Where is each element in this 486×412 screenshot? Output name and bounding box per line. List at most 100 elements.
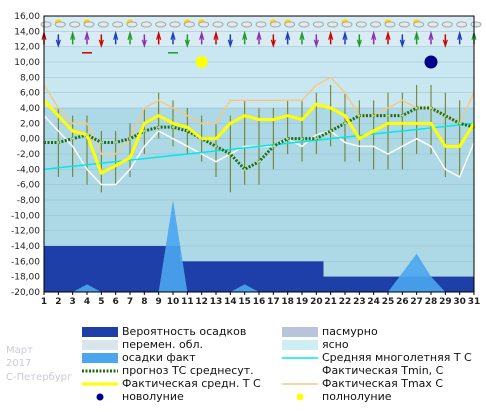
y-tick-label: -12,00 — [11, 227, 40, 237]
wind-arrowhead-icon — [328, 30, 334, 40]
cloud-icon — [413, 21, 425, 28]
x-tick-label: 14 — [224, 297, 237, 307]
legend-swatch — [296, 393, 304, 401]
wind-arrowhead-icon — [184, 39, 190, 48]
cloud-icon — [97, 21, 109, 28]
series-line — [42, 99, 476, 175]
wind-arrowhead-icon — [227, 39, 233, 48]
x-tick-label: 25 — [382, 297, 395, 307]
x-tick-label: 26 — [396, 297, 409, 307]
wind-arrowhead-icon — [170, 30, 176, 40]
x-tick-label: 19 — [296, 297, 309, 307]
cloud-icon — [169, 21, 181, 28]
wind-arrowhead-icon — [199, 30, 205, 40]
wind-arrowhead-icon — [399, 39, 405, 48]
cloud-icon — [40, 21, 52, 28]
series-line — [43, 122, 475, 171]
precip-fact-area — [44, 200, 474, 292]
month-label: Март — [6, 345, 33, 356]
wind-arrowhead-icon — [414, 30, 420, 40]
x-tick-label: 27 — [410, 297, 423, 307]
x-tick-label: 5 — [98, 297, 104, 307]
x-tick-label: 30 — [453, 297, 466, 307]
forecast-point — [300, 137, 304, 140]
forecast-point — [415, 106, 418, 110]
y-tick-label: 16,00 — [14, 12, 40, 22]
y-tick-label: 4,00 — [20, 104, 40, 114]
x-tick-label: 20 — [310, 297, 323, 307]
wind-arrowhead-icon — [55, 39, 61, 48]
cloud-icon — [241, 21, 253, 28]
forecast-point — [71, 137, 74, 140]
forecast-point — [157, 125, 160, 129]
y-tick-label: -10,00 — [11, 211, 40, 221]
cloud-icon — [54, 21, 66, 28]
forecast-point — [143, 129, 146, 133]
forecast-point — [272, 145, 275, 148]
y-tick-label: 6,00 — [20, 89, 40, 99]
y-tick-label: 8,00 — [20, 73, 40, 83]
legend-label: полнолуние — [322, 390, 392, 403]
wind-arrowhead-icon — [342, 30, 348, 40]
legend-label: Средняя многолетняя Т С — [322, 351, 472, 364]
forecast-point — [358, 114, 361, 117]
x-tick-label: 28 — [425, 297, 438, 307]
legend-label: новолуние — [122, 390, 184, 403]
cloud-icon — [69, 21, 81, 28]
x-tick-label: 2 — [55, 297, 61, 307]
legend-label: прогноз ТС среднесут. — [122, 364, 254, 377]
wind-arrowhead-icon — [84, 30, 90, 40]
legend-label: Фактическая Tmax С — [322, 377, 444, 390]
cloud-icon — [298, 21, 310, 28]
legend-label: Фактическая средн. Т С — [122, 377, 261, 390]
cloud-icon — [83, 21, 95, 28]
forecast-point — [57, 141, 60, 144]
wind-arrowhead-icon — [127, 30, 133, 40]
wind-arrowhead-icon — [256, 30, 262, 40]
x-tick-label: 1 — [41, 297, 47, 307]
x-tick-label: 6 — [113, 297, 119, 307]
y-tick-label: -4,00 — [17, 165, 41, 175]
legend-swatch — [82, 353, 118, 363]
cloud-icon — [355, 21, 367, 28]
forecast-point — [186, 129, 189, 133]
forecast-point — [229, 152, 232, 156]
x-tick-label: 9 — [156, 297, 162, 307]
x-tick-label: 10 — [167, 297, 180, 307]
wind-arrowhead-icon — [70, 30, 76, 40]
x-tick-label: 17 — [267, 297, 280, 307]
legend-label: пасмурно — [322, 325, 378, 338]
forecast-point — [429, 106, 433, 110]
cloud-icon — [126, 21, 138, 28]
series-line — [43, 76, 475, 155]
x-tick-label: 22 — [339, 297, 352, 307]
y-tick-label: -14,00 — [11, 242, 40, 252]
x-tick-label: 12 — [195, 297, 208, 307]
forecast-point — [401, 114, 404, 117]
forecast-point — [315, 137, 318, 140]
legend-swatch — [282, 340, 318, 350]
y-tick-label: 12,00 — [14, 43, 40, 53]
cloud-icon — [212, 21, 224, 28]
wind-arrowhead-icon — [113, 30, 119, 40]
wind-arrowhead-icon — [457, 30, 463, 40]
full-moon-marker — [195, 56, 208, 68]
legend-swatch — [82, 327, 118, 337]
legend-label: Вероятность осадков — [122, 325, 247, 338]
y-tick-label: 10,00 — [14, 58, 40, 68]
x-tick-label: 16 — [253, 297, 266, 307]
wind-arrowhead-icon — [285, 30, 291, 40]
legend-label: ясно — [322, 338, 349, 351]
forecast-point — [214, 145, 218, 148]
x-tick-label: 31 — [468, 297, 481, 307]
cloud-icon — [384, 21, 396, 28]
precip-probability-area — [44, 246, 474, 292]
cloud-icon — [112, 21, 124, 28]
cloud-icon — [370, 21, 382, 28]
y-tick-label: -8,00 — [17, 196, 41, 206]
forecast-point — [386, 114, 390, 117]
wind-arrowhead-icon — [371, 30, 377, 40]
wind-arrowhead-icon — [242, 30, 248, 40]
legend-label: перемен. обл. — [122, 338, 204, 351]
